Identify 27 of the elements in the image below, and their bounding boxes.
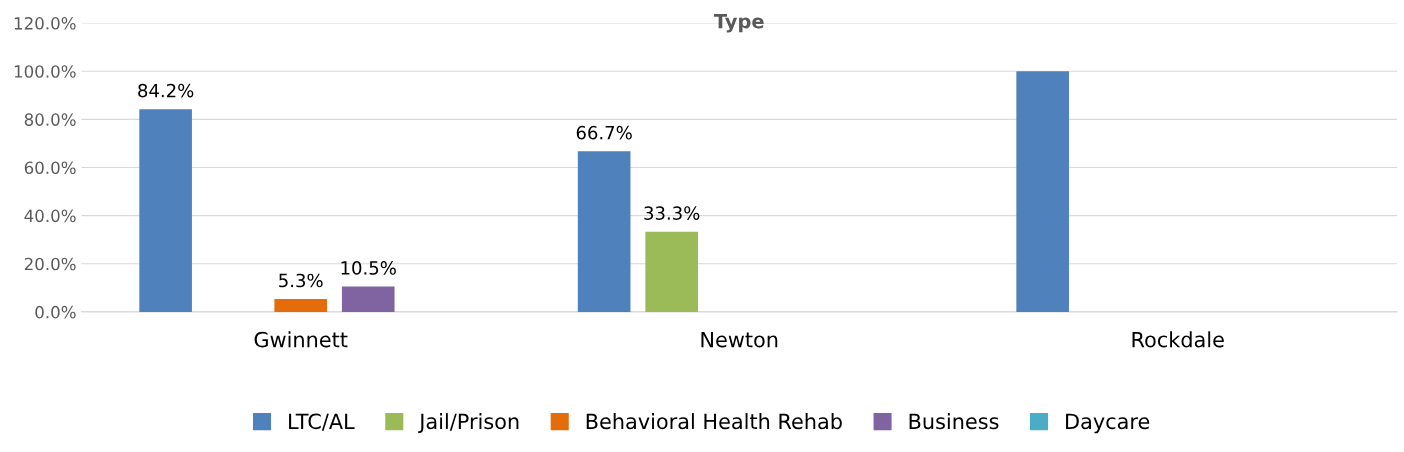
y-tick-label: 60.0% — [24, 161, 76, 175]
y-tick-label: 100.0% — [14, 65, 76, 78]
y-tick-label: 80.0% — [24, 113, 76, 126]
x-tick-label: Newton — [701, 331, 778, 348]
data-label: 66.7% — [576, 125, 632, 140]
y-tick-label: 120.0% — [14, 17, 76, 30]
bar — [1016, 71, 1069, 312]
legend-label: LTC/AL — [289, 413, 355, 431]
y-tick-label: 0.0% — [35, 305, 76, 319]
bar — [274, 299, 327, 312]
data-label: 10.5% — [341, 261, 396, 275]
bar — [341, 286, 395, 312]
chart-title: Type — [713, 14, 764, 33]
data-label: 5.3% — [279, 273, 323, 288]
data-label: 33.3% — [644, 206, 700, 220]
x-tick-label: Gwinnett — [254, 331, 348, 348]
legend-label: Behavioral Health Rehab — [586, 413, 842, 430]
y-tick-label: 40.0% — [24, 209, 76, 223]
bar — [139, 109, 192, 312]
legend-label: Daycare — [1066, 413, 1150, 434]
x-tick-label: Rockdale — [1132, 331, 1224, 348]
legend-label: Business — [909, 413, 999, 430]
data-label: 84.2% — [138, 83, 194, 98]
bar — [645, 231, 698, 312]
legend-label: Jail/Prison — [418, 413, 519, 434]
bar — [577, 151, 631, 312]
y-tick-label: 20.0% — [24, 257, 76, 271]
